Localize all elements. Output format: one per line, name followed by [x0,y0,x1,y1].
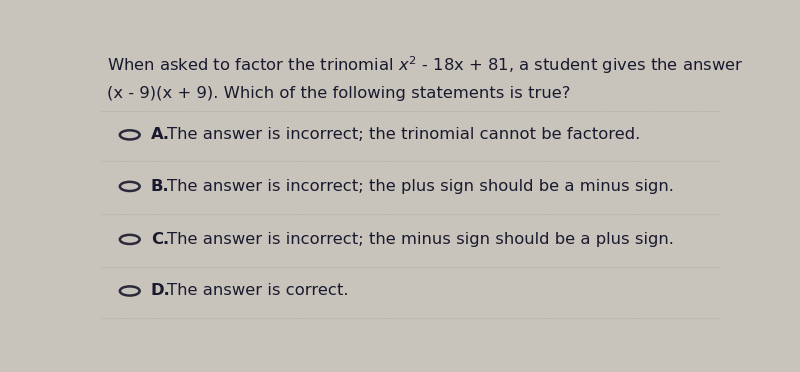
Text: (x - 9)(x + 9). Which of the following statements is true?: (x - 9)(x + 9). Which of the following s… [107,86,571,101]
Text: When asked to factor the trinomial $x^2$ - 18x + 81, a student gives the answer: When asked to factor the trinomial $x^2$… [107,55,744,76]
Text: The answer is incorrect; the trinomial cannot be factored.: The answer is incorrect; the trinomial c… [167,127,640,142]
Text: C.: C. [151,232,169,247]
Text: The answer is incorrect; the minus sign should be a plus sign.: The answer is incorrect; the minus sign … [167,232,674,247]
Text: The answer is correct.: The answer is correct. [167,283,349,298]
Text: B.: B. [151,179,170,194]
Text: The answer is incorrect; the plus sign should be a minus sign.: The answer is incorrect; the plus sign s… [167,179,674,194]
Text: D.: D. [151,283,170,298]
Text: A.: A. [151,127,170,142]
